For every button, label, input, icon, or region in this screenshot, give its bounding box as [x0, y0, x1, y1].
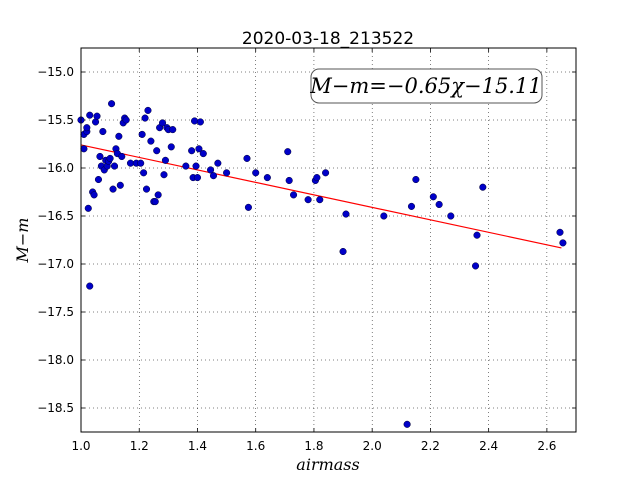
data-point — [407, 202, 416, 210]
data-point — [342, 210, 350, 218]
data-point — [556, 228, 564, 236]
y-tick-label: −16.5 — [37, 209, 74, 223]
y-tick-label: −17.5 — [37, 305, 74, 319]
data-point — [471, 262, 480, 270]
data-point — [199, 150, 207, 158]
y-tick-label: −18.0 — [37, 353, 74, 367]
x-tick-label: 1.6 — [246, 439, 265, 453]
data-point — [207, 166, 215, 174]
data-point — [380, 212, 388, 220]
data-point — [147, 137, 155, 145]
data-point — [92, 118, 100, 126]
data-point — [322, 169, 330, 177]
data-point — [285, 176, 293, 185]
data-point — [429, 193, 437, 201]
data-point — [244, 203, 252, 211]
data-point — [339, 247, 347, 256]
x-tick-label: 1.8 — [304, 439, 323, 453]
data-point — [142, 185, 151, 193]
fit-equation: M−m=−0.65χ−15.11 — [309, 74, 541, 98]
data-point — [191, 117, 199, 125]
data-point — [80, 145, 88, 153]
data-point — [214, 159, 222, 167]
data-point — [447, 212, 455, 220]
data-point — [116, 181, 124, 189]
data-point — [316, 196, 324, 204]
data-point — [153, 147, 161, 155]
data-point — [479, 183, 487, 191]
y-axis-label: M−m — [13, 218, 32, 264]
x-tick-label: 1.4 — [188, 439, 207, 453]
data-point — [313, 174, 321, 182]
data-point — [94, 175, 103, 184]
data-point — [209, 172, 218, 180]
plot-background — [81, 48, 576, 432]
data-point — [144, 106, 152, 114]
data-point — [193, 174, 202, 182]
x-tick-label: 1.0 — [71, 439, 90, 453]
data-point — [83, 124, 91, 132]
fit-line — [80, 144, 562, 249]
data-point — [160, 171, 168, 179]
data-point — [182, 162, 190, 170]
data-point — [90, 191, 98, 199]
data-point — [86, 111, 94, 119]
data-point — [243, 154, 251, 162]
data-point — [141, 114, 149, 122]
data-point — [161, 156, 169, 164]
data-point — [140, 169, 148, 177]
x-tick-label: 2.6 — [537, 439, 556, 453]
data-point — [137, 159, 145, 167]
x-axis-label: airmass — [296, 455, 359, 474]
data-point — [108, 100, 116, 108]
data-point — [96, 152, 104, 161]
plot-frame — [80, 47, 577, 433]
data-point — [195, 145, 203, 153]
data-point — [110, 162, 119, 170]
y-tick-label: −16.0 — [37, 161, 74, 175]
data-point — [559, 239, 567, 247]
data-point — [169, 126, 177, 134]
data-point — [403, 420, 411, 428]
y-tick-label: −18.5 — [37, 401, 74, 415]
x-tick-label: 1.2 — [130, 439, 149, 453]
data-point — [304, 196, 312, 204]
data-point — [118, 152, 126, 161]
data-point — [138, 130, 146, 138]
data-point — [84, 204, 92, 212]
y-tick-label: −15.0 — [37, 65, 74, 79]
data-point — [93, 112, 101, 120]
data-point — [167, 143, 175, 151]
data-point — [435, 200, 443, 209]
data-point — [192, 162, 200, 170]
data-point — [412, 175, 420, 184]
chart-title: 2020-03-18_213522 — [242, 29, 414, 49]
x-tick-label: 2.4 — [479, 439, 498, 453]
data-point — [109, 185, 117, 193]
x-tick-label: 2.2 — [421, 439, 440, 453]
data-point — [188, 147, 196, 155]
data-point — [158, 119, 167, 127]
annotation-box — [310, 68, 543, 104]
data-point — [115, 132, 123, 140]
data-point — [473, 231, 481, 239]
data-point — [122, 116, 130, 124]
plot-area: 1.0 1.2 1.4 1.6 1.8 2.0 2.2 2.4 2.6 −15.0 −15.5 −16… — [37, 47, 577, 453]
data-point — [151, 198, 159, 206]
data-point — [223, 169, 231, 177]
data-point — [290, 191, 298, 199]
data-point — [284, 148, 292, 156]
data-point — [263, 174, 271, 182]
data-point — [86, 282, 94, 290]
data-point — [196, 118, 204, 126]
data-point — [252, 169, 260, 177]
y-tick-label: −15.5 — [37, 113, 74, 127]
data-point — [106, 154, 114, 162]
y-tick-label: −17.0 — [37, 257, 74, 271]
data-point — [154, 191, 162, 199]
x-tick-label: 2.0 — [363, 439, 382, 453]
data-point — [99, 127, 107, 136]
